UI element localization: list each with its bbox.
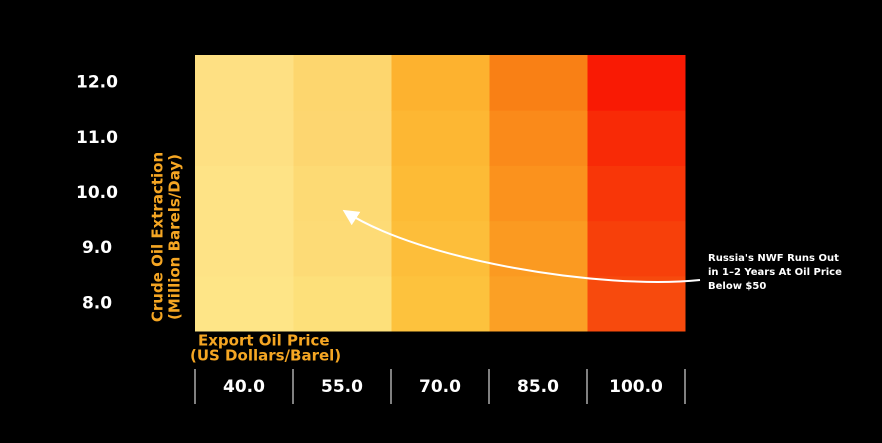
heat-cell: [587, 165, 686, 222]
y-axis-label: (Million Barels/Day): [166, 154, 184, 320]
annotation: in 1–2 Years At Oil Price: [708, 267, 842, 278]
heat-cell: [195, 165, 294, 222]
heat-cell: [391, 275, 490, 332]
row-label: 12.0: [76, 73, 118, 93]
column-label: 100.0: [609, 377, 663, 397]
heat-cell: [489, 275, 588, 332]
heat-cell: [587, 275, 686, 332]
row-label: 11.0: [76, 128, 118, 148]
row-label: 9.0: [82, 238, 112, 258]
heat-cell: [489, 55, 588, 111]
x-axis-label: Export Oil Price: [198, 332, 330, 350]
column-label: 70.0: [419, 377, 461, 397]
heat-cell: [489, 165, 588, 222]
heat-cell: [195, 275, 294, 332]
heat-cell: [391, 220, 490, 277]
column-label: 55.0: [321, 377, 363, 397]
heat-cell: [391, 165, 490, 222]
annotation: Russia's NWF Runs Out: [708, 253, 839, 264]
heat-cell: [587, 110, 686, 166]
column-label: 40.0: [223, 377, 265, 397]
annotation-arrow: [342, 209, 701, 283]
heat-cell: [587, 220, 686, 277]
heat-cell: [391, 55, 490, 111]
heat-cell: [195, 220, 294, 277]
y-axis-label: Crude Oil Extraction: [149, 152, 167, 322]
row-label: 10.0: [76, 183, 118, 203]
heat-cell: [293, 55, 392, 111]
heat-cell: [195, 110, 294, 166]
heat-cell: [391, 110, 490, 166]
x-axis-label: (US Dollars/Barel): [190, 347, 341, 365]
heat-cell: [293, 275, 392, 332]
row-label: 8.0: [82, 293, 112, 313]
heat-cell: [293, 220, 392, 277]
column-label: 85.0: [517, 377, 559, 397]
heat-cell: [195, 55, 294, 111]
annotation: Below $50: [708, 281, 766, 292]
heat-cell: [489, 110, 588, 166]
heat-cell: [489, 220, 588, 277]
heat-cell: [293, 110, 392, 166]
heat-cell: [587, 55, 686, 111]
heat-cell: [293, 165, 392, 222]
